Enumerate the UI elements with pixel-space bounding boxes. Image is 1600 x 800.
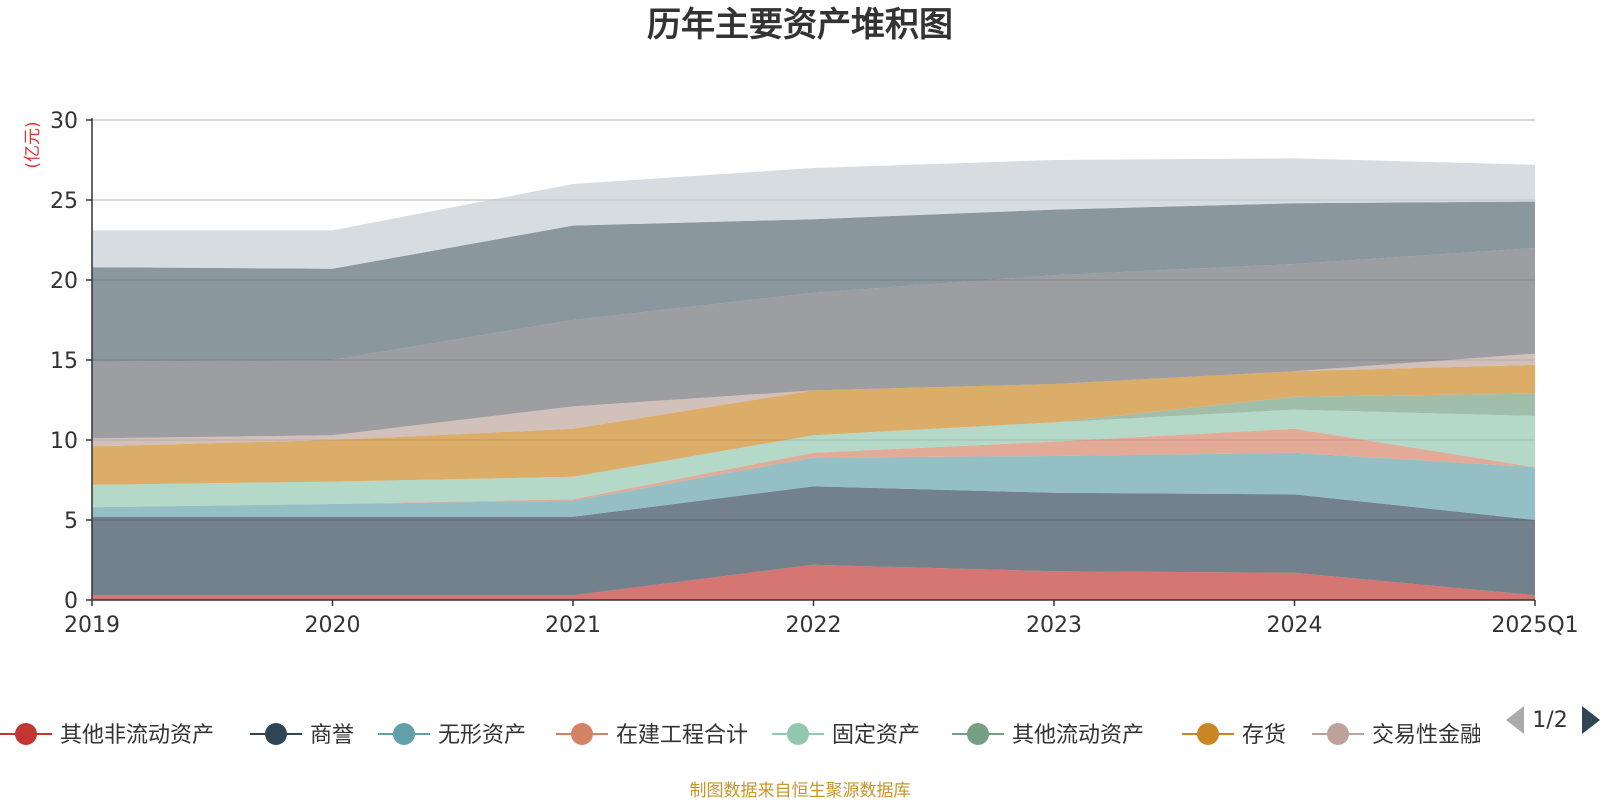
legend-page-indicator: 1/2 [1532,708,1567,733]
legend-item[interactable]: 固定资产 [772,723,920,748]
legend-items: 其他非流动资产 商誉 无形资产 在建工程合计 固定资产 其他流动资产 存货 交易性金融资产 [0,723,1526,748]
legend-label: 商誉 [310,723,354,748]
x-tick-label: 2019 [64,613,120,638]
x-tick-label: 2021 [545,613,601,638]
legend-marker-icon [571,723,593,745]
legend-label: 其他流动资产 [1012,723,1144,748]
legend-marker-icon [265,723,287,745]
area-series-7 [92,364,1535,485]
x-tick-label: 2022 [786,613,842,638]
legend-next-icon[interactable] [1582,706,1600,734]
legend-item[interactable]: 在建工程合计 [556,723,748,748]
area-series-10 [92,201,1535,362]
legend-item[interactable]: 存货 [1182,723,1286,748]
y-tick-label: 5 [64,509,78,534]
legend-prev-icon[interactable] [1506,706,1524,734]
legend-marker-icon [15,723,37,745]
x-tick-label: 2020 [305,613,361,638]
legend-marker-icon [1327,723,1349,745]
area-series-6 [92,393,1535,485]
legend-marker-icon [787,723,809,745]
legend-item[interactable]: 交易性金融资产 [1312,723,1526,748]
x-tick-labels: 2019 2020 2021 2022 2023 2024 2025Q1 [64,613,1579,638]
legend-marker-icon [1197,723,1219,745]
legend-label: 交易性金融资产 [1372,723,1526,748]
area-series-1 [92,564,1535,600]
area-series-8 [92,353,1535,447]
legend-item[interactable]: 无形资产 [378,723,526,748]
legend-label: 其他非流动资产 [60,723,214,748]
legend-marker-icon [393,723,415,745]
area-series-11 [92,158,1535,269]
legend-label: 在建工程合计 [616,723,748,748]
y-tick-label: 20 [50,269,78,294]
area-series-5 [92,409,1535,508]
area-series-3 [92,452,1535,520]
y-tick-labels: 0 5 10 15 20 25 30 [50,109,78,614]
source-note: 制图数据来自恒生聚源数据库 [690,781,911,800]
y-unit-label: (亿元) [23,121,43,168]
y-tick-label: 30 [50,109,78,134]
legend-label: 无形资产 [438,723,526,748]
y-tick-label: 10 [50,429,78,454]
x-tick-label: 2024 [1267,613,1323,638]
legend: 其他非流动资产 商誉 无形资产 在建工程合计 固定资产 其他流动资产 存货 交易性金融资产 [0,723,1526,748]
y-tick-label: 25 [50,189,78,214]
y-tick-label: 0 [64,589,78,614]
plot-areas [92,158,1535,600]
area-series-2 [92,486,1535,596]
y-tick-label: 15 [50,349,78,374]
legend-marker-icon [967,723,989,745]
chart-title: 历年主要资产堆积图 [647,5,953,45]
legend-item[interactable]: 商誉 [250,723,354,748]
legend-item[interactable]: 其他流动资产 [952,723,1144,748]
area-series-9 [92,248,1535,439]
legend-label: 存货 [1242,723,1286,748]
legend-pager: 1/2 [1506,706,1600,734]
x-tick-label: 2025Q1 [1491,613,1578,638]
legend-label: 固定资产 [832,723,920,748]
legend-item[interactable]: 其他非流动资产 [0,723,214,748]
x-tick-label: 2023 [1026,613,1082,638]
axes [86,118,1536,606]
area-series-4 [92,428,1535,508]
